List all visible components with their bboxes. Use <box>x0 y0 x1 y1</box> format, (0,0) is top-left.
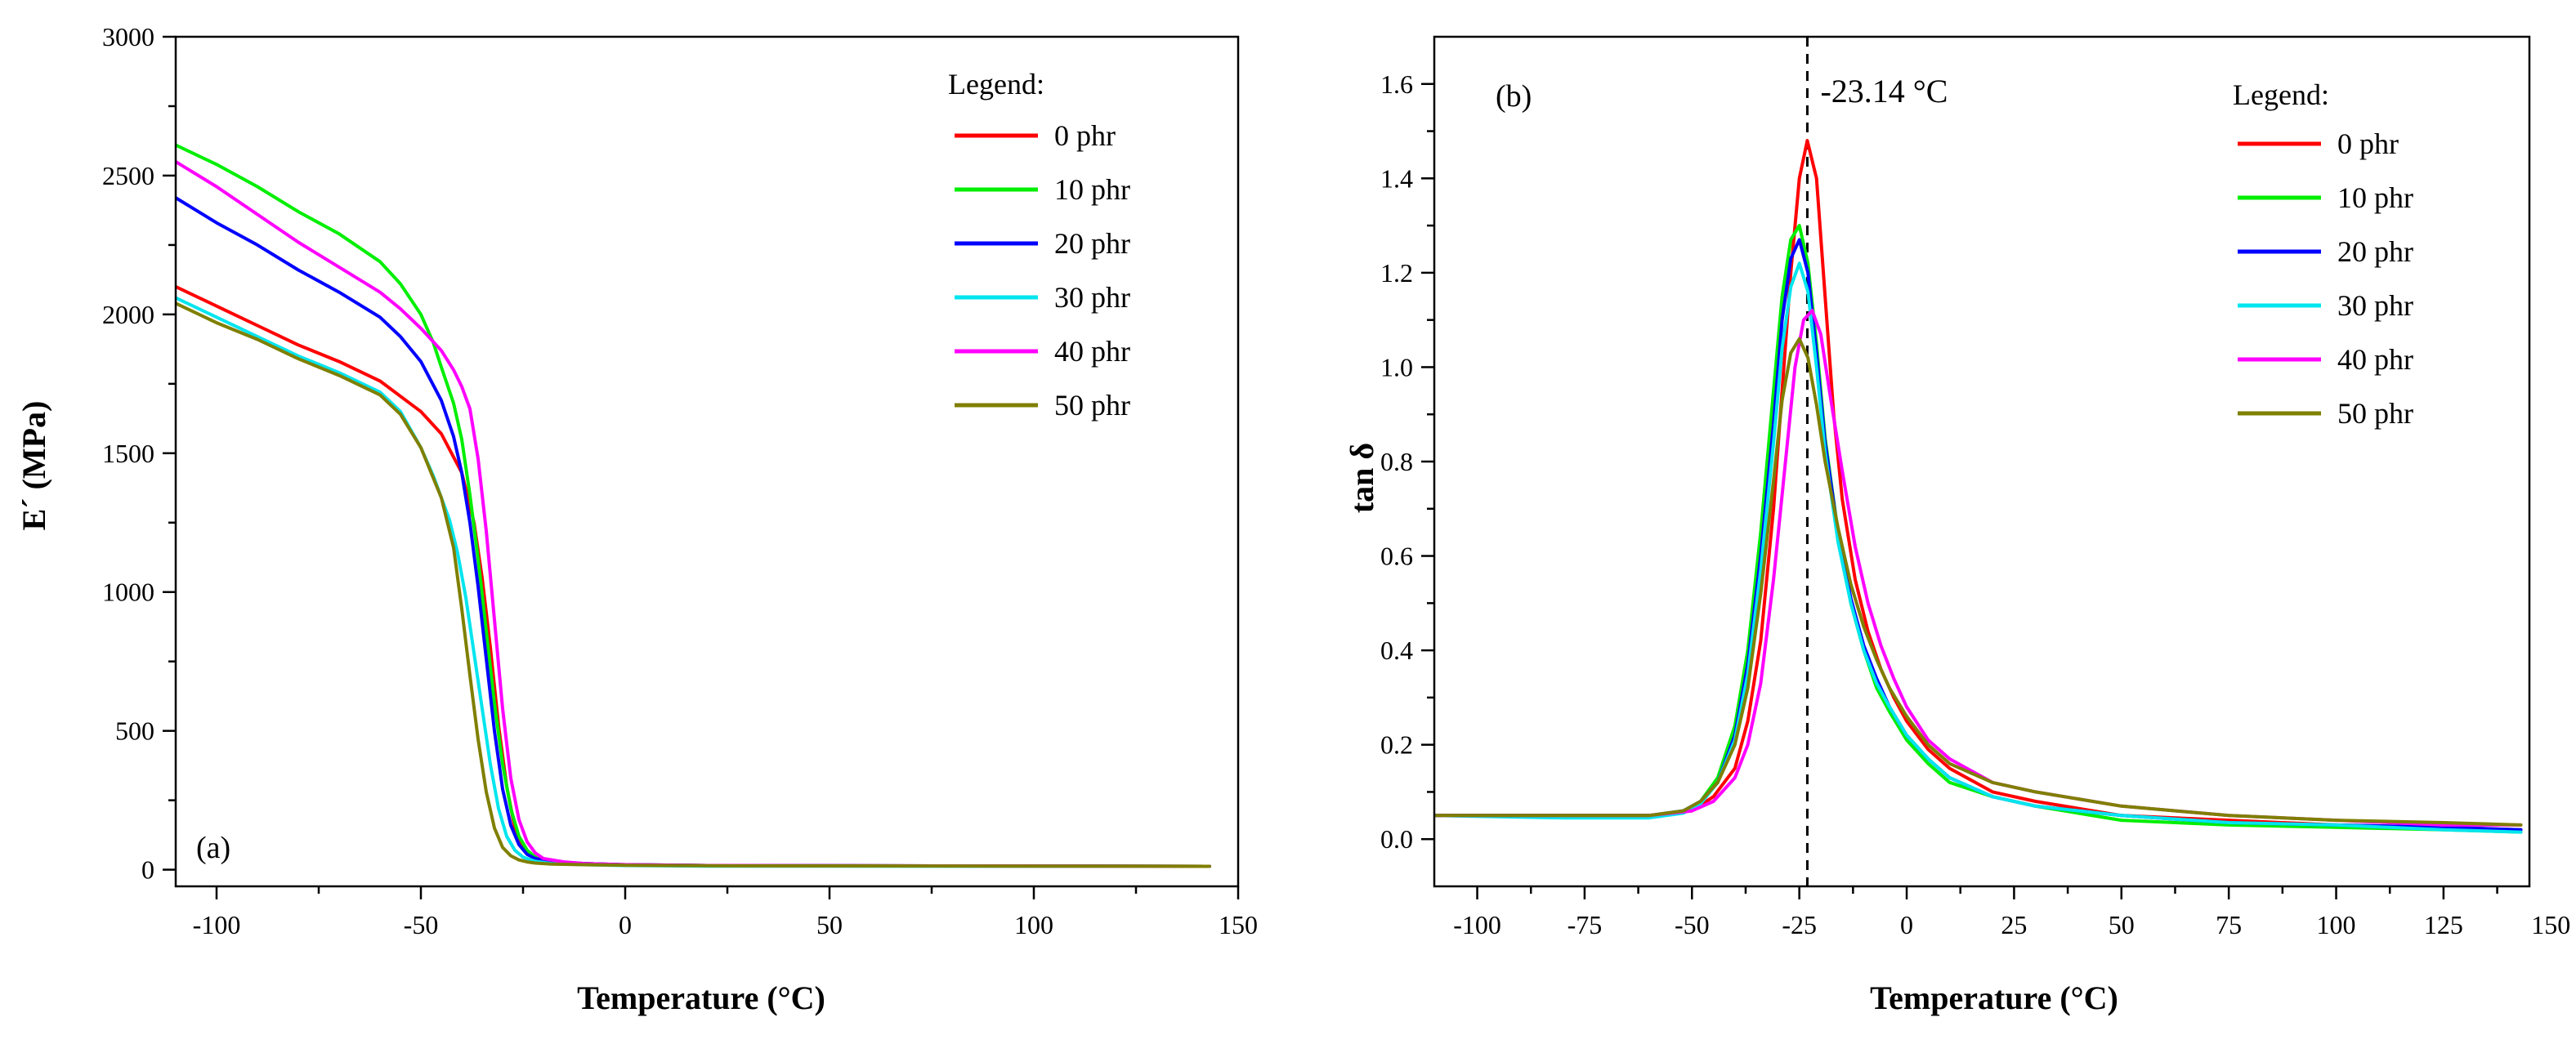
series-line-50-phr <box>1434 337 2523 827</box>
legend-b: Legend:0 phr 10 phr 20 phr 30 phr 40 phr 50 p… <box>2233 78 2413 430</box>
y-tick-label: 1.0 <box>1380 352 1413 381</box>
x-tick-label: 0 <box>1900 910 1913 939</box>
peak-temperature-label: -23.14 °C <box>1820 73 1948 109</box>
y-tick-label: 0.8 <box>1380 447 1413 476</box>
y-tick-label: 1.4 <box>1380 163 1413 193</box>
plot-frame-a <box>174 35 1240 888</box>
x-tick-label: -100 <box>1453 910 1501 939</box>
series-group-a <box>176 143 1211 868</box>
legend-label: 30 phr <box>2337 289 2413 322</box>
legend-label: 0 phr <box>1054 119 1116 152</box>
legend-label: 10 phr <box>2337 181 2413 214</box>
legend-label: 0 phr <box>2337 127 2399 160</box>
y-tick-label: 0.6 <box>1380 542 1413 571</box>
legend-label: 20 phr <box>2337 235 2413 268</box>
x-tick-label: 150 <box>1219 910 1258 939</box>
legend-label: 50 phr <box>2337 397 2413 430</box>
y-axis-title-b: tan δ <box>1344 443 1380 513</box>
x-tick-label: 100 <box>2317 910 2356 939</box>
x-tick-label: 75 <box>2216 910 2242 939</box>
x-tick-label: -75 <box>1568 910 1603 939</box>
y-tick-label: 2000 <box>102 300 154 329</box>
legend-label: 40 phr <box>1054 335 1130 368</box>
legend-label: 20 phr <box>1054 227 1130 260</box>
x-tick-label: 125 <box>2424 910 2463 939</box>
y-tick-label: 1.6 <box>1380 69 1413 99</box>
legend-label: 10 phr <box>1054 173 1130 206</box>
y-tick-label: 500 <box>115 716 154 746</box>
x-axis-title-a: Temperature (°C) <box>577 979 825 1016</box>
x-tick-label: -100 <box>193 910 241 939</box>
legend-title: Legend: <box>2233 78 2329 111</box>
x-tick-label: 0 <box>619 910 632 939</box>
storage-modulus-panel: -100 -50 0 50 100 150050010001500200025003000… <box>16 22 1258 1016</box>
series-line-40-phr <box>176 159 1211 868</box>
y-tick-label: 0.0 <box>1380 824 1413 854</box>
x-tick-label: -50 <box>1675 910 1710 939</box>
y-tick-label: 0.4 <box>1380 636 1413 665</box>
legend-title: Legend: <box>948 68 1044 100</box>
series-group-b <box>1434 139 2523 834</box>
y-tick-label: 3000 <box>102 22 154 51</box>
y-tick-label: 1000 <box>102 578 154 607</box>
series-line-50-phr <box>176 301 1211 868</box>
legend-label: 30 phr <box>1054 281 1130 314</box>
y-axis-title-a: E´ (MPa) <box>16 401 52 531</box>
panel-label-b: (b) <box>1496 79 1532 114</box>
y-tick-label: 0 <box>141 855 154 885</box>
x-tick-label: -25 <box>1782 910 1817 939</box>
tan-delta-panel: -23.14 °C -100 -75 -50 -25 0 25 50 75 100 125 150 0.… <box>1344 35 2570 1016</box>
x-tick-label: 150 <box>2531 910 2570 939</box>
y-tick-label: 2500 <box>102 161 154 190</box>
legend-label: 40 phr <box>2337 343 2413 376</box>
x-tick-label: 50 <box>816 910 843 939</box>
y-tick-label: 0.2 <box>1380 730 1413 760</box>
x-tick-label: 25 <box>2001 910 2027 939</box>
y-tick-label: 1.2 <box>1380 258 1413 288</box>
legend-a: Legend: 0 phr 10 phr 20 phr 30 phr 40 phr 50 p… <box>948 68 1130 422</box>
panel-label-a: (a) <box>196 831 230 865</box>
x-tick-label: 100 <box>1014 910 1053 939</box>
x-tick-label: 50 <box>2109 910 2135 939</box>
x-axis-title-b: Temperature (°C) <box>1870 979 2118 1016</box>
legend-label: 50 phr <box>1054 389 1130 422</box>
x-tick-label: -50 <box>404 910 439 939</box>
y-tick-label: 1500 <box>102 439 154 468</box>
